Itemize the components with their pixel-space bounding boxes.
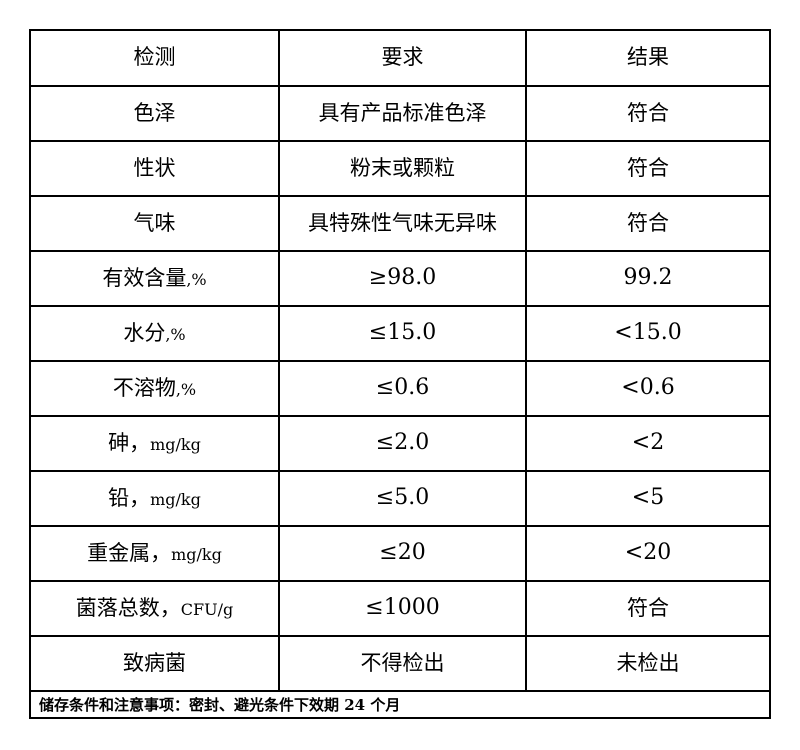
test-name-cell: 菌落总数，CFU/g xyxy=(29,580,280,637)
table-row: 有效含量,% ≥98.0 99.2 xyxy=(29,250,771,307)
test-name-cell: 致病菌 xyxy=(29,635,280,692)
test-label: 气味 xyxy=(133,210,176,235)
table-row: 性状 粉末或颗粒 符合 xyxy=(29,140,771,197)
result-cell: <20 xyxy=(525,525,771,582)
test-label: 不溶物 xyxy=(112,375,176,400)
test-name-cell: 铅，mg/kg xyxy=(29,470,280,527)
requirement-cell: ≤20 xyxy=(278,525,527,582)
requirement-cell: 具特殊性气味无异味 xyxy=(278,195,527,252)
test-unit: mg/kg xyxy=(150,489,201,509)
test-name-cell: 有效含量,% xyxy=(29,250,280,307)
requirement-cell: 具有产品标准色泽 xyxy=(278,85,527,142)
test-name-cell: 气味 xyxy=(29,195,280,252)
requirement-cell: ≤2.0 xyxy=(278,415,527,472)
result-cell: <2 xyxy=(525,415,771,472)
result-cell: <15.0 xyxy=(525,305,771,362)
test-unit: mg/kg xyxy=(150,434,201,454)
result-cell: 符合 xyxy=(525,85,771,142)
spec-table: 检测 要求 结果 色泽 具有产品标准色泽 符合 性状 粉末或颗粒 符合 气味 具… xyxy=(29,29,771,719)
test-label: 菌落总数， xyxy=(75,595,181,620)
test-label: 水分 xyxy=(123,320,166,345)
table-row: 菌落总数，CFU/g ≤1000 符合 xyxy=(29,580,771,637)
test-label: 砷， xyxy=(108,430,151,455)
result-cell: 符合 xyxy=(525,195,771,252)
requirement-cell: ≤0.6 xyxy=(278,360,527,417)
requirement-cell: ≤5.0 xyxy=(278,470,527,527)
table-row: 水分,% ≤15.0 <15.0 xyxy=(29,305,771,362)
test-label: 重金属， xyxy=(87,540,172,565)
col-header-requirement: 要求 xyxy=(278,29,527,87)
test-label: 色泽 xyxy=(133,100,176,125)
test-label: 铅， xyxy=(108,485,151,510)
requirement-cell: 不得检出 xyxy=(278,635,527,692)
result-cell: 符合 xyxy=(525,140,771,197)
result-cell: <5 xyxy=(525,470,771,527)
result-cell: 未检出 xyxy=(525,635,771,692)
storage-note: 储存条件和注意事项：密封、避光条件下效期 24 个月 xyxy=(29,690,771,719)
table-row: 重金属，mg/kg ≤20 <20 xyxy=(29,525,771,582)
test-name-cell: 砷，mg/kg xyxy=(29,415,280,472)
requirement-cell: ≥98.0 xyxy=(278,250,527,307)
test-name-cell: 重金属，mg/kg xyxy=(29,525,280,582)
col-header-result: 结果 xyxy=(525,29,771,87)
table-row: 色泽 具有产品标准色泽 符合 xyxy=(29,85,771,142)
test-unit: ,% xyxy=(186,269,207,289)
test-unit: mg/kg xyxy=(171,544,222,564)
footer-row: 储存条件和注意事项：密封、避光条件下效期 24 个月 xyxy=(29,690,771,719)
table-row: 不溶物,% ≤0.6 <0.6 xyxy=(29,360,771,417)
test-name-cell: 色泽 xyxy=(29,85,280,142)
test-label: 性状 xyxy=(133,155,176,180)
test-unit: CFU/g xyxy=(180,599,234,619)
test-unit: ,% xyxy=(165,324,186,344)
test-label: 致病菌 xyxy=(123,650,186,675)
test-name-cell: 不溶物,% xyxy=(29,360,280,417)
requirement-cell: 粉末或颗粒 xyxy=(278,140,527,197)
table-row: 砷，mg/kg ≤2.0 <2 xyxy=(29,415,771,472)
table-row: 铅，mg/kg ≤5.0 <5 xyxy=(29,470,771,527)
col-header-test: 检测 xyxy=(29,29,280,87)
result-cell: 符合 xyxy=(525,580,771,637)
result-cell: 99.2 xyxy=(525,250,771,307)
requirement-cell: ≤1000 xyxy=(278,580,527,637)
test-label: 有效含量 xyxy=(102,265,187,290)
test-unit: ,% xyxy=(175,379,197,399)
table-row: 气味 具特殊性气味无异味 符合 xyxy=(29,195,771,252)
result-cell: <0.6 xyxy=(525,360,771,417)
test-name-cell: 水分,% xyxy=(29,305,280,362)
test-name-cell: 性状 xyxy=(29,140,280,197)
requirement-cell: ≤15.0 xyxy=(278,305,527,362)
header-row: 检测 要求 结果 xyxy=(29,29,771,87)
table-row: 致病菌 不得检出 未检出 xyxy=(29,635,771,692)
